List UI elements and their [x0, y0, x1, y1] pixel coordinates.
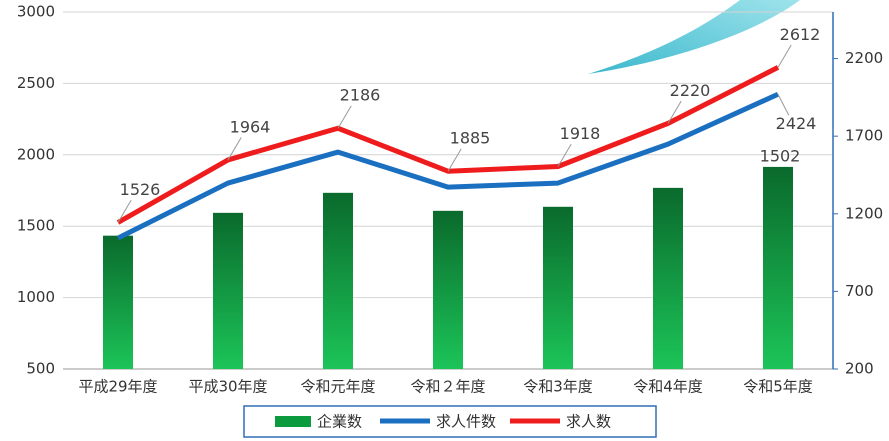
legend-label: 求人件数	[436, 413, 496, 431]
decoration	[588, 0, 800, 74]
legend-label: 求人数	[566, 413, 611, 431]
y-tick-label: 3000	[17, 3, 55, 21]
y2-tick-label: 700	[845, 282, 874, 300]
bar	[543, 207, 573, 369]
y-tick-label: 500	[26, 360, 55, 378]
y2-tick-label: 2200	[845, 49, 883, 67]
chart: 500 1000 1500 2000 2500 3000 200 700 1200 1700 220…	[0, 0, 889, 441]
x-tick-label: 令和5年度	[743, 378, 813, 396]
leader-line	[448, 149, 461, 171]
x-tick-label: 令和２年度	[410, 378, 485, 396]
y-tick-label: 2000	[17, 145, 55, 163]
bar	[653, 188, 683, 369]
data-label: 2220	[670, 81, 711, 100]
data-label: 1885	[450, 129, 491, 148]
data-label: 2612	[780, 25, 821, 44]
bar	[323, 193, 353, 369]
x-tick-label: 平成29年度	[78, 378, 157, 396]
leader-line	[778, 45, 791, 67]
data-label: 1526	[120, 180, 161, 199]
x-tick-label: 平成30年度	[188, 378, 267, 396]
y-tick-label: 2500	[17, 74, 55, 92]
y2-tick-label: 1700	[845, 127, 883, 145]
x-tick-label: 令和4年度	[633, 378, 703, 396]
x-tick-label: 令和元年度	[300, 378, 375, 396]
y-tick-label: 1500	[17, 217, 55, 235]
x-tick-label: 令和3年度	[523, 378, 593, 396]
bar	[103, 236, 133, 369]
y2-tick-label: 1200	[845, 204, 883, 222]
leader-line	[778, 94, 789, 115]
data-label: 2424	[776, 114, 817, 133]
bar	[763, 167, 793, 369]
bar	[433, 211, 463, 369]
legend-swatch	[275, 416, 311, 427]
data-label: 1502	[760, 146, 801, 165]
data-label: 1918	[560, 124, 601, 143]
bar	[213, 213, 243, 369]
y-tick-label: 1000	[17, 288, 55, 306]
y2-tick-label: 200	[845, 360, 874, 378]
data-label: 1964	[230, 117, 271, 136]
legend-label: 企業数	[317, 413, 362, 431]
data-label: 2186	[340, 86, 381, 105]
leader-line	[338, 106, 351, 128]
